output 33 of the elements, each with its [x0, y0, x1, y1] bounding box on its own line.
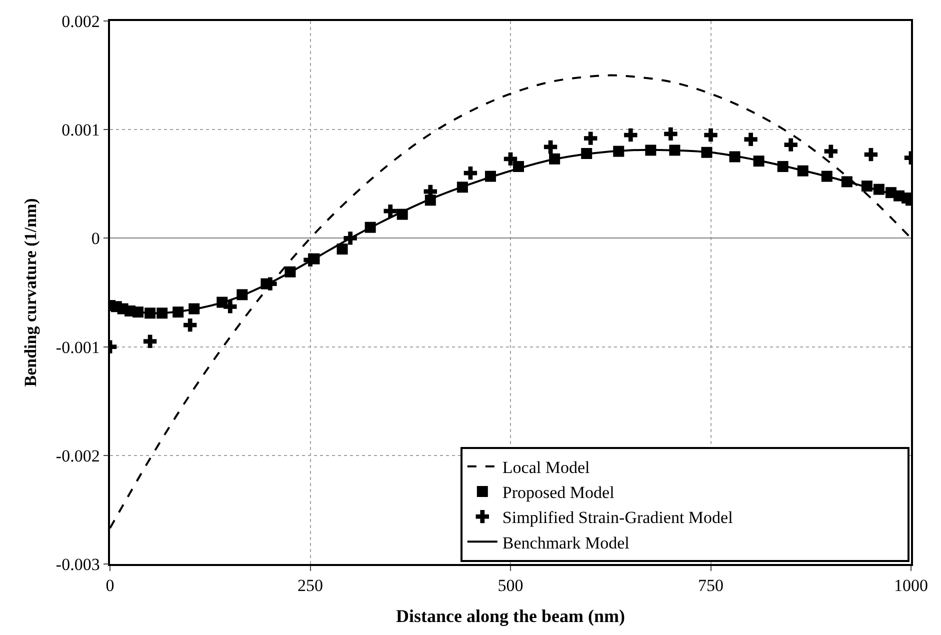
point — [504, 152, 518, 166]
point — [384, 204, 397, 218]
x-tick-label: 250 — [298, 576, 323, 596]
point — [624, 128, 638, 142]
point — [224, 300, 237, 314]
point — [664, 127, 678, 141]
y-axis-title: Bending curvature (1/nm) — [20, 198, 40, 387]
y-tick-label: 0.001 — [62, 120, 100, 140]
point — [784, 138, 798, 152]
point — [584, 132, 598, 145]
y-tick-label: -0.003 — [56, 554, 100, 574]
x-tick-label: 1000 — [894, 576, 928, 596]
legend-label: Proposed Model — [502, 483, 615, 502]
x-tick-label: 500 — [498, 576, 524, 596]
legend-label: Benchmark Model — [502, 533, 630, 552]
y-tick-label: -0.001 — [56, 338, 100, 357]
point — [704, 128, 718, 142]
legend-label: Simplified Strain-Gradient Model — [502, 508, 734, 528]
y-tick-label: 0 — [91, 229, 100, 248]
legend-label: Local Model — [502, 458, 590, 478]
y-tick-label: 0.002 — [62, 12, 100, 31]
point — [143, 334, 157, 348]
x-tick-label: 0 — [106, 576, 114, 596]
point — [336, 244, 348, 255]
point — [544, 140, 558, 154]
x-tick-label: 750 — [698, 576, 724, 596]
point — [464, 166, 478, 180]
point — [864, 148, 878, 162]
point — [824, 144, 838, 158]
point — [184, 318, 197, 332]
y-tick-label: -0.002 — [56, 446, 100, 466]
point — [744, 132, 758, 146]
x-axis-title: Distance along the beam (nm) — [396, 606, 625, 626]
